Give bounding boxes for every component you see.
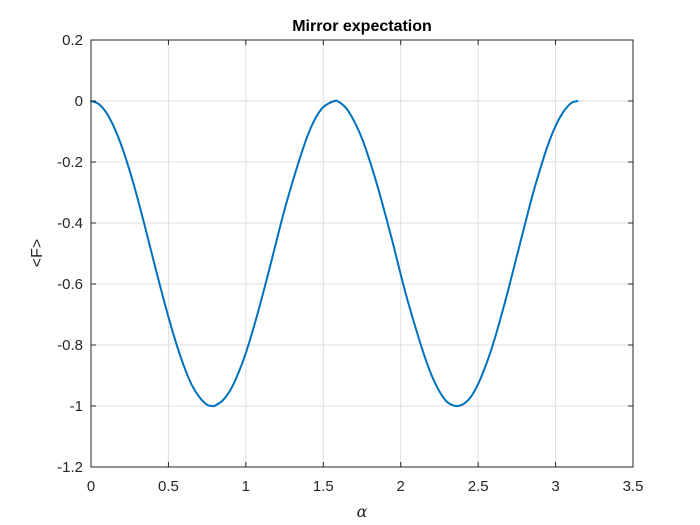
y-tick-label: 0.2 bbox=[62, 32, 83, 49]
y-tick-label: -0.2 bbox=[57, 154, 83, 171]
x-tick-labels: 0 0.5 1 1.5 2 2.5 3 3.5 bbox=[87, 478, 644, 495]
axes-box bbox=[90, 39, 634, 468]
y-tick-label: -0.8 bbox=[57, 337, 83, 354]
axes-background bbox=[91, 40, 633, 467]
x-tick-label: 3 bbox=[551, 478, 559, 495]
tick-marks bbox=[90, 39, 634, 468]
x-tick-label: 0.5 bbox=[158, 478, 179, 495]
x-tick-label: 3.5 bbox=[623, 478, 644, 495]
y-tick-label: -0.6 bbox=[57, 276, 83, 293]
x-tick-label: 2.5 bbox=[468, 478, 489, 495]
x-tick-label: 1 bbox=[242, 478, 250, 495]
y-tick-labels: 0.2 0 -0.2 -0.4 -0.6 -0.8 -1 -1.2 bbox=[57, 32, 83, 476]
x-axis-label: α bbox=[357, 502, 368, 521]
x-tick-label: 2 bbox=[397, 478, 405, 495]
plot-area bbox=[91, 40, 633, 467]
chart-title: Mirror expectation bbox=[292, 18, 432, 35]
y-tick-label: -0.4 bbox=[57, 215, 83, 232]
y-axis-label: <F> bbox=[29, 239, 46, 267]
x-tick-label: 0 bbox=[87, 478, 95, 495]
x-tick-label: 1.5 bbox=[313, 478, 334, 495]
series-line-0 bbox=[90, 99, 579, 408]
y-tick-label: -1.2 bbox=[57, 459, 83, 476]
y-tick-label: -1 bbox=[70, 398, 83, 415]
data-series bbox=[90, 99, 579, 408]
y-tick-label: 0 bbox=[75, 93, 83, 110]
